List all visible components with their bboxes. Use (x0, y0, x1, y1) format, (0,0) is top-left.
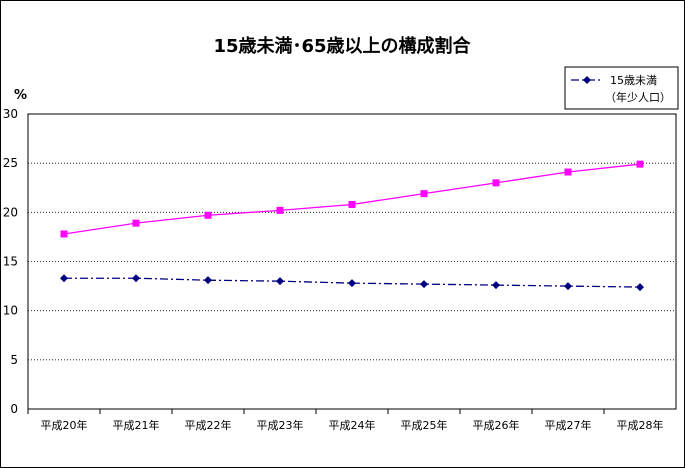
data-point-diamond (132, 274, 140, 283)
x-tick-label: 平成22年 (185, 418, 232, 432)
data-point-square (492, 179, 500, 187)
y-tick-label: 0 (10, 402, 18, 416)
data-point-square (420, 190, 428, 198)
x-tick-label: 平成21年 (113, 418, 160, 432)
y-tick-label: 25 (3, 156, 18, 170)
x-tick-label: 平成26年 (473, 418, 520, 432)
y-tick-label: 15 (3, 255, 18, 269)
x-axis-ticks: 平成20年 平成21年 平成22年 平成23年 平成24年 平成25年 平成26年 平成27年… (27, 409, 664, 432)
data-point-square (636, 160, 644, 168)
plot-area-border (27, 113, 677, 410)
y-tick-label: 10 (3, 304, 18, 318)
data-point-diamond (564, 282, 572, 291)
x-tick-label: 平成24年 (329, 418, 376, 432)
data-point-square (132, 219, 140, 227)
x-tick-label: 平成23年 (257, 418, 304, 432)
x-tick-label: 平成27年 (545, 418, 592, 432)
data-point-square (348, 200, 356, 208)
data-point-square (204, 211, 212, 219)
data-point-diamond (420, 280, 428, 289)
data-point-diamond (636, 283, 644, 292)
data-point-diamond (204, 276, 212, 285)
y-axis-unit: % (14, 88, 27, 103)
data-point-square (276, 206, 284, 214)
chart-title: 15歳未満･65歳以上の構成割合 (213, 35, 471, 57)
data-point-diamond (276, 277, 284, 286)
x-tick-label: 平成25年 (401, 418, 448, 432)
y-axis-ticks: 0 5 10 15 20 25 30 (3, 107, 18, 416)
data-point-diamond (348, 279, 356, 288)
legend-box (564, 66, 679, 110)
series-layer (60, 160, 644, 292)
legend-marker-diamond (583, 76, 591, 84)
series-0 (60, 274, 644, 292)
data-point-diamond (492, 281, 500, 290)
gridlines (28, 162, 676, 361)
data-point-square (60, 230, 68, 238)
y-tick-label: 20 (3, 205, 18, 219)
series-1 (60, 160, 644, 238)
data-point-square (564, 168, 572, 176)
legend-sublabel: （年少人口） (605, 90, 671, 104)
x-tick-label: 平成20年 (41, 418, 88, 432)
y-tick-label: 5 (10, 353, 18, 367)
legend-label: 15歳未満 (610, 74, 657, 87)
data-point-diamond (60, 274, 68, 283)
legend: 15歳未満 （年少人口） (564, 66, 679, 110)
x-tick-label: 平成28年 (617, 418, 664, 432)
y-tick-label: 30 (3, 107, 18, 121)
